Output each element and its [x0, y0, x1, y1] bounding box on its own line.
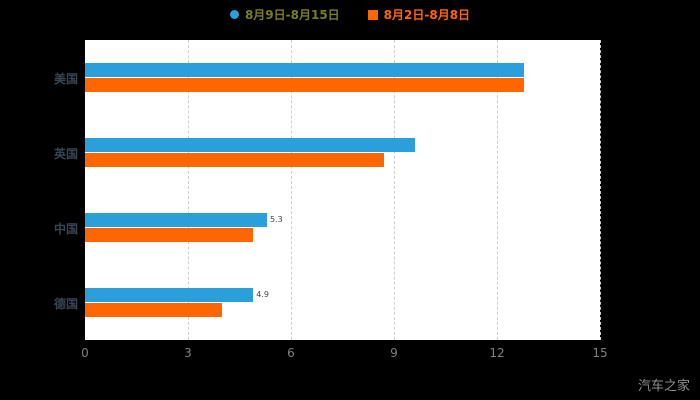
- category-label: 德国: [53, 296, 78, 311]
- bar-value-label: 5.3: [269, 214, 283, 224]
- gridline: [291, 40, 292, 340]
- legend-label: 8月9日-8月15日: [244, 8, 340, 22]
- bar: [85, 287, 254, 302]
- plot-area: 5.3 4.9: [85, 40, 601, 340]
- category-label: 英国: [53, 146, 78, 161]
- x-tick-label: 3: [184, 346, 192, 360]
- watermark: 汽车之家: [637, 379, 690, 394]
- x-tick-label: 12: [489, 346, 505, 360]
- x-tick-label: 0: [81, 346, 89, 360]
- category-label: 中国: [53, 221, 78, 236]
- bar: [85, 62, 525, 77]
- x-tick-label: 9: [390, 346, 398, 360]
- gridline: [188, 40, 189, 340]
- bar-value-label: 4.9: [256, 289, 269, 299]
- legend-item-week1[interactable]: 8月2日-8月8日: [367, 6, 471, 23]
- legend-item-week2[interactable]: 8月9日-8月15日: [229, 6, 340, 23]
- bar: [85, 212, 267, 227]
- gridline: [497, 40, 498, 340]
- bar: [85, 302, 223, 317]
- legend: 8月9日-8月15日 8月2日-8月8日: [0, 6, 700, 23]
- bar: [85, 77, 525, 92]
- legend-dot-icon: [229, 10, 239, 19]
- bar: [85, 227, 254, 242]
- x-tick-label: 15: [592, 346, 608, 360]
- bar: [85, 152, 384, 167]
- legend-label: 8月2日-8月8日: [383, 8, 471, 22]
- gridline: [600, 40, 601, 340]
- legend-square-icon: [367, 9, 378, 20]
- gridline: [394, 40, 395, 340]
- category-label: 美国: [53, 71, 78, 86]
- bar: [85, 137, 415, 152]
- x-tick-label: 6: [287, 346, 295, 360]
